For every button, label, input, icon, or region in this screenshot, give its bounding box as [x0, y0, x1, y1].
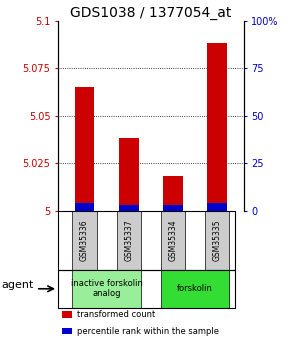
Text: transformed count: transformed count	[77, 310, 155, 319]
Text: GSM35337: GSM35337	[124, 219, 133, 261]
Bar	[62, 328, 72, 334]
Title: GDS1038 / 1377054_at: GDS1038 / 1377054_at	[70, 6, 231, 20]
Bar	[75, 203, 95, 211]
Bar	[117, 211, 141, 270]
Text: forskolin: forskolin	[177, 284, 213, 293]
Bar	[207, 203, 227, 211]
Bar	[62, 312, 72, 317]
Bar	[119, 138, 139, 211]
Bar	[163, 205, 183, 211]
Bar	[161, 211, 185, 270]
Text: inactive forskolin
analog: inactive forskolin analog	[71, 279, 143, 298]
Bar	[163, 177, 183, 211]
Bar	[72, 270, 141, 308]
Text: GSM35334: GSM35334	[168, 219, 177, 261]
Bar	[205, 211, 229, 270]
Bar	[75, 87, 95, 211]
Bar	[72, 211, 97, 270]
Bar	[119, 205, 139, 211]
Text: GSM35335: GSM35335	[213, 219, 222, 261]
Text: agent: agent	[1, 280, 34, 289]
Bar	[207, 43, 227, 211]
Bar	[161, 270, 229, 308]
Text: GSM35336: GSM35336	[80, 219, 89, 261]
Text: percentile rank within the sample: percentile rank within the sample	[77, 327, 219, 336]
